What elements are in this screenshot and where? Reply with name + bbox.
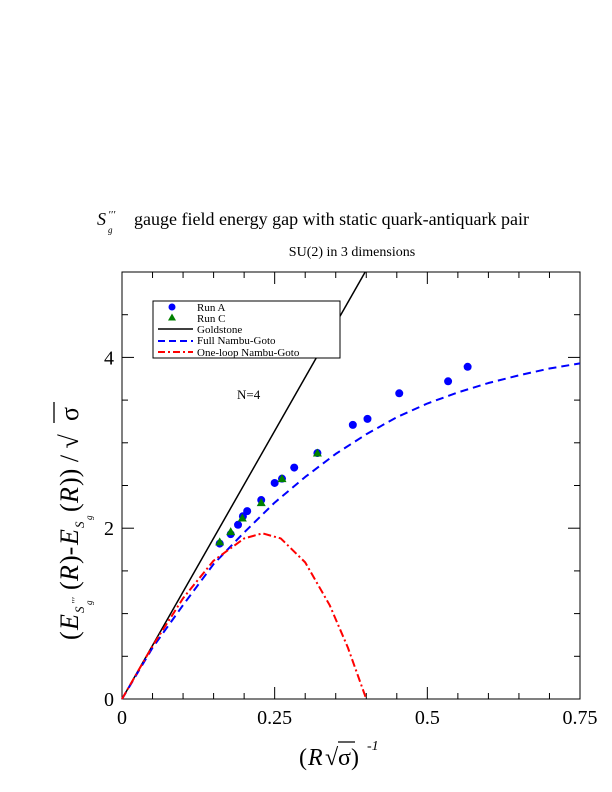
svg-text:√: √ (325, 745, 339, 771)
svg-text:R: R (55, 565, 84, 582)
svg-text:(: ( (299, 745, 307, 771)
point-run-a (348, 420, 357, 429)
svg-text:)) / √: )) / √ (55, 433, 84, 486)
legend-marker-run-c (168, 313, 176, 321)
svg-text:(: ( (55, 631, 84, 640)
legend: Run A Run C Goldstone Full Nambu-Goto On… (152, 300, 341, 359)
svg-text:S: S (72, 521, 87, 528)
point-run-a (234, 520, 243, 529)
point-run-a (270, 478, 279, 487)
x-axis-label: ( R √ σ) -1 (299, 739, 379, 771)
point-run-a (444, 377, 453, 386)
svg-text:′′′: ′′′ (71, 597, 82, 604)
point-run-c (215, 537, 225, 546)
legend-label-run-a: Run A (197, 302, 225, 314)
y-axis-label: ( E S g ′′′ ( R )- E S g ( R )) / √ σ (53, 402, 94, 640)
chart-title: gauge field energy gap with static quark… (134, 209, 529, 229)
point-run-a (363, 414, 372, 423)
x-tick-label: 0.5 (415, 707, 440, 729)
x-tick-label: 0.75 (563, 707, 598, 729)
svg-text:σ): σ) (338, 745, 359, 771)
svg-text:E: E (55, 529, 84, 546)
title-symbol-primes: ′′′ (108, 209, 116, 221)
point-run-a (243, 507, 252, 516)
axis-ticks: 0 0.25 0.5 0.75 0 2 4 (104, 272, 598, 729)
svg-text:g: g (84, 515, 94, 520)
svg-text:(: ( (55, 581, 84, 590)
chart-subtitle: SU(2) in 3 dimensions (289, 245, 415, 260)
y-tick-label: 0 (104, 689, 114, 711)
svg-text:S: S (72, 606, 87, 613)
point-run-c (312, 448, 322, 457)
series-points (215, 362, 472, 548)
annotation-n4: N=4 (237, 387, 261, 402)
legend-label-full-ng: Full Nambu-Goto (197, 335, 276, 347)
svg-text:R: R (307, 745, 323, 771)
svg-text:-1: -1 (367, 739, 379, 754)
title-symbol-sub: g (108, 225, 113, 235)
point-run-c (237, 513, 247, 522)
series-line-one-loop-nambu-goto (121, 532, 368, 700)
svg-text:)-: )- (55, 547, 84, 564)
svg-text:(: ( (55, 503, 84, 512)
svg-text:σ: σ (55, 407, 84, 421)
legend-label-one-loop: One-loop Nambu-Goto (197, 347, 300, 359)
y-tick-label: 2 (104, 518, 114, 540)
title-symbol: S (97, 209, 106, 229)
point-run-c (277, 474, 287, 483)
svg-text:E: E (55, 614, 84, 631)
point-run-a (463, 362, 472, 371)
point-run-a (290, 463, 299, 472)
x-tick-label: 0 (117, 707, 127, 729)
point-run-c (256, 498, 266, 507)
svg-text:g: g (84, 600, 94, 605)
point-run-a (395, 389, 404, 398)
svg-text:R: R (55, 487, 84, 504)
legend-label-run-c: Run C (197, 313, 225, 325)
point-run-c (226, 527, 236, 536)
legend-marker-run-a (168, 303, 176, 311)
y-tick-label: 4 (104, 347, 114, 369)
series-line-full-nambu-goto (121, 362, 581, 700)
legend-label-goldstone: Goldstone (197, 324, 242, 336)
x-tick-label: 0.25 (257, 707, 292, 729)
